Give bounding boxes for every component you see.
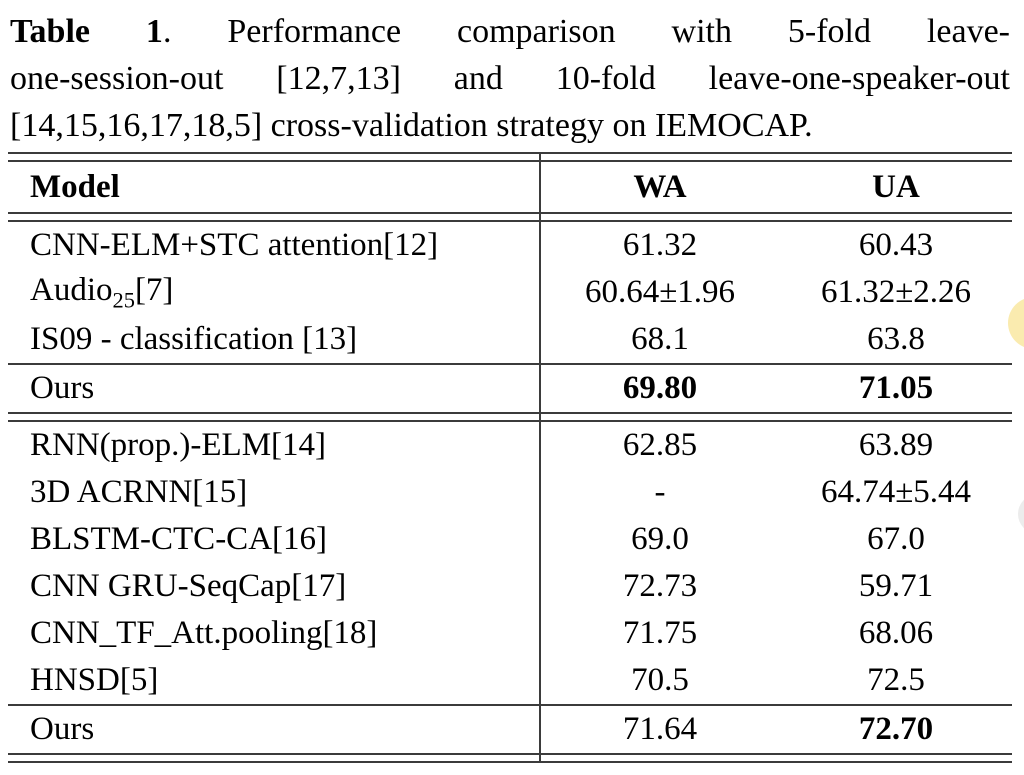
caption-line-1: Table 1. Performance comparison with 5-f…: [10, 8, 1010, 55]
section-1-rows: CNN-ELM+STC attention[12] 61.32 60.43 Audio…: [8, 222, 1012, 363]
wa-cell: 62.85: [622, 427, 698, 463]
wa-cell: 71.75: [622, 615, 698, 651]
table-caption: Table 1. Performance comparison with 5-f…: [0, 0, 1024, 149]
model-cell: CNN GRU-SeqCap[17]: [30, 568, 347, 604]
ua-cell: 64.74±5.44: [820, 474, 972, 510]
table-row: Audio25[7] 60.64±1.96 61.32±2.26: [8, 269, 1012, 316]
summary-row: Ours 69.80 71.05: [8, 365, 1012, 412]
faint-artifact: [1018, 494, 1024, 534]
model-cell: Ours: [30, 370, 95, 406]
table-row: CNN GRU-SeqCap[17] 72.73 59.71: [8, 563, 1012, 610]
model-cell: RNN(prop.)-ELM[14]: [30, 427, 327, 463]
ua-cell: 61.32±2.26: [820, 274, 972, 310]
wa-cell: 69.80: [622, 370, 698, 406]
model-cell: CNN_TF_Att.pooling[18]: [30, 615, 378, 651]
table-row: CNN-ELM+STC attention[12] 61.32 60.43: [8, 222, 1012, 269]
wa-cell: 60.64±1.96: [584, 274, 736, 310]
model-cell: IS09 - classification [13]: [30, 321, 358, 357]
ua-cell: 68.06: [858, 615, 934, 651]
model-cell: BLSTM-CTC-CA[16]: [30, 521, 327, 557]
table-row: CNN_TF_Att.pooling[18] 71.75 68.06: [8, 610, 1012, 657]
table-row: BLSTM-CTC-CA[16] 69.0 67.0: [8, 516, 1012, 563]
section-1-summary: Ours 69.80 71.05: [8, 365, 1012, 412]
wa-cell: 72.73: [622, 568, 698, 604]
caption-text-1: . Performance comparison with 5-fold lea…: [162, 13, 1010, 50]
section-2-rule: [8, 704, 1012, 706]
header-wa: WA: [633, 168, 687, 205]
table-row: RNN(prop.)-ELM[14] 62.85 63.89: [8, 422, 1012, 469]
caption-line-2: one-session-out [12,7,13] and 10-fold le…: [10, 60, 1010, 97]
table-row: HNSD[5] 70.5 72.5: [8, 657, 1012, 704]
section-2-rows: RNN(prop.)-ELM[14] 62.85 63.89 3D ACRNN[15]…: [8, 422, 1012, 704]
ua-cell: 60.43: [858, 227, 934, 263]
ua-cell: 59.71: [858, 568, 934, 604]
top-rule: [8, 152, 1012, 162]
model-cell: 3D ACRNN[15]: [30, 474, 248, 510]
wa-cell: 71.64: [622, 711, 698, 747]
model-cell: Ours: [30, 711, 95, 747]
section-2-summary: Ours 71.64 72.70: [8, 706, 1012, 753]
model-cell: Audio25[7]: [30, 271, 174, 313]
header-ua: UA: [872, 168, 920, 205]
ua-cell: 63.8: [867, 321, 925, 357]
caption-line-3: [14,15,16,17,18,5] cross-validation stra…: [10, 107, 813, 144]
model-cell: CNN-ELM+STC attention[12]: [30, 227, 439, 263]
wa-cell: 69.0: [631, 521, 689, 557]
ua-cell: 67.0: [867, 521, 925, 557]
bottom-rule: [8, 753, 1012, 763]
ua-cell: 71.05: [858, 370, 934, 406]
column-divider: [539, 152, 541, 763]
caption-label: Table 1: [10, 13, 163, 50]
wa-cell: -: [654, 474, 666, 510]
wa-cell: 61.32: [622, 227, 698, 263]
header-rule: [8, 212, 1012, 222]
highlight-artifact: [1008, 297, 1024, 349]
wa-cell: 70.5: [631, 662, 689, 698]
summary-row: Ours 71.64 72.70: [8, 706, 1012, 753]
table-row: IS09 - classification [13] 68.1 63.8: [8, 316, 1012, 363]
header-model: Model: [30, 168, 120, 205]
wa-cell: 68.1: [631, 321, 689, 357]
results-table: Model WA UA CNN-ELM+STC attention[12] 61.…: [8, 152, 1012, 763]
table-row: 3D ACRNN[15] - 64.74±5.44: [8, 469, 1012, 516]
mid-rule: [8, 412, 1012, 422]
ua-cell: 72.70: [858, 711, 934, 747]
ua-cell: 63.89: [858, 427, 934, 463]
section-1-rule: [8, 363, 1012, 365]
model-cell: HNSD[5]: [30, 662, 159, 698]
header-row: Model WA UA: [8, 162, 1012, 212]
ua-cell: 72.5: [867, 662, 925, 698]
